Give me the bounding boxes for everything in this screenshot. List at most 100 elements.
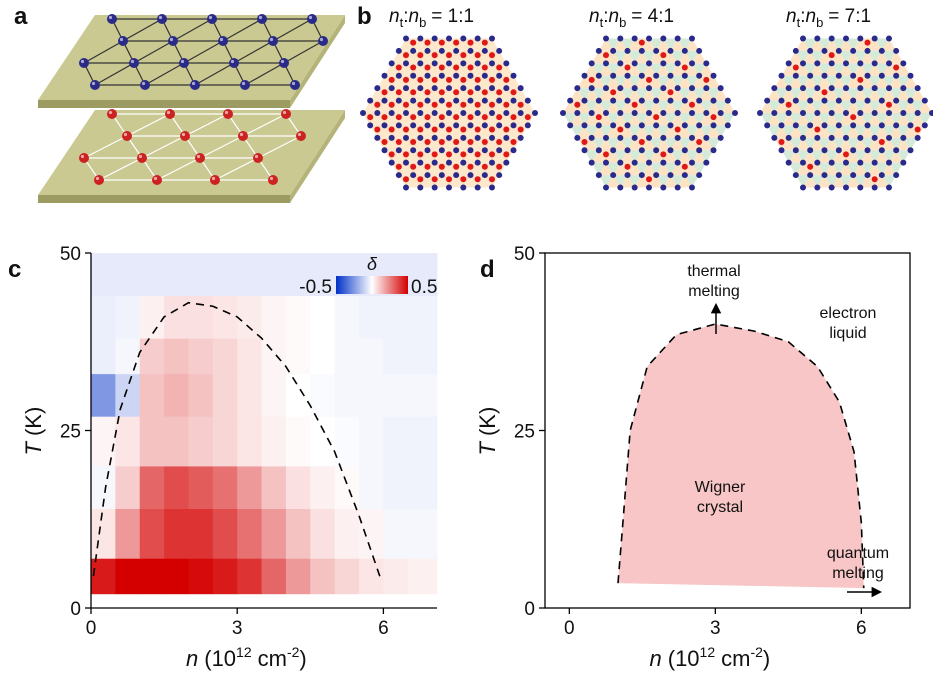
triangle <box>557 187 571 199</box>
atom-highlight <box>309 16 312 19</box>
triangle <box>685 14 699 26</box>
top-electron <box>468 73 474 79</box>
triangle <box>363 51 377 63</box>
triangle <box>753 187 767 199</box>
triangle <box>742 113 756 125</box>
triangle <box>896 187 910 199</box>
bottom-electron <box>432 77 438 83</box>
triangle <box>749 26 763 38</box>
bottom-electron <box>475 127 481 133</box>
triangle <box>313 212 327 224</box>
top-electron <box>532 110 538 116</box>
triangle <box>735 26 749 38</box>
triangle <box>671 212 685 224</box>
heatmap-cell <box>140 296 165 339</box>
annotation-line: melting <box>688 283 740 300</box>
triangle <box>825 200 839 212</box>
triangle <box>514 26 528 38</box>
triangle <box>542 63 556 75</box>
triangle <box>527 14 541 26</box>
top-electron <box>475 160 481 166</box>
triangle <box>557 63 571 75</box>
triangle <box>875 200 889 212</box>
triangle <box>428 200 442 212</box>
triangle <box>377 39 391 51</box>
triangle <box>678 200 692 212</box>
triangle <box>449 200 463 212</box>
top-electron <box>682 172 688 178</box>
heatmap-cell <box>140 338 165 374</box>
triangle <box>739 63 753 75</box>
atom <box>165 109 175 119</box>
top-electron <box>596 48 602 54</box>
heatmap-cell <box>286 416 311 466</box>
triangle <box>871 200 885 212</box>
triangle <box>746 39 760 51</box>
triangle <box>521 14 535 26</box>
heatmap-cell <box>188 338 213 374</box>
triangle <box>449 212 463 224</box>
atom <box>190 80 200 90</box>
bottom-electron <box>496 164 502 170</box>
top-electron <box>660 135 666 141</box>
top-electron <box>489 36 495 42</box>
top-electron <box>668 73 674 79</box>
triangle <box>549 138 563 150</box>
triangle <box>760 14 774 26</box>
triangle <box>728 63 742 75</box>
heatmap-cell <box>262 253 287 296</box>
heatmap-cell <box>91 509 116 559</box>
top-electron <box>468 98 474 104</box>
triangle <box>767 212 781 224</box>
atom-highlight <box>170 38 173 41</box>
triangle <box>535 125 549 137</box>
triangle <box>764 163 778 175</box>
triangle <box>499 212 513 224</box>
panel-label: b <box>357 3 372 30</box>
triangle <box>817 200 831 212</box>
triangle <box>542 125 556 137</box>
triangle <box>760 187 774 199</box>
triangle <box>753 138 767 150</box>
heatmap-cell <box>262 509 287 559</box>
top-electron <box>396 122 402 128</box>
ratio-var: n <box>805 6 816 27</box>
triangle <box>757 138 771 150</box>
triangle <box>607 212 621 224</box>
top-electron <box>460 160 466 166</box>
top-electron <box>711 73 717 79</box>
top-electron <box>879 73 885 79</box>
top-electron <box>632 135 638 141</box>
triangle <box>585 187 599 199</box>
triangle <box>506 26 520 38</box>
bottom-electron <box>668 89 674 95</box>
triangle <box>571 212 585 224</box>
triangle <box>521 51 535 63</box>
heatmap-cell <box>164 509 189 559</box>
bottom-electron <box>446 127 452 133</box>
axis-unit: (10 <box>204 646 236 671</box>
triangle <box>557 14 571 26</box>
heatmap-cell <box>188 296 213 339</box>
triangle <box>499 187 513 199</box>
triangle <box>749 125 763 137</box>
triangle <box>771 175 785 187</box>
triangle <box>735 51 749 63</box>
bottom-electron <box>417 52 423 58</box>
triangle <box>542 113 556 125</box>
triangle <box>878 200 892 212</box>
triangle <box>557 138 571 150</box>
triangle <box>749 150 763 162</box>
triangle <box>563 39 577 51</box>
triangle <box>735 125 749 137</box>
triangle <box>527 51 541 63</box>
triangle <box>478 200 492 212</box>
bottom-electron <box>439 164 445 170</box>
triangle <box>556 14 570 26</box>
triangle <box>592 200 606 212</box>
top-electron <box>872 85 878 91</box>
triangle <box>728 187 742 199</box>
bottom-electron <box>482 64 488 70</box>
triangle <box>600 212 614 224</box>
triangle <box>506 212 520 224</box>
